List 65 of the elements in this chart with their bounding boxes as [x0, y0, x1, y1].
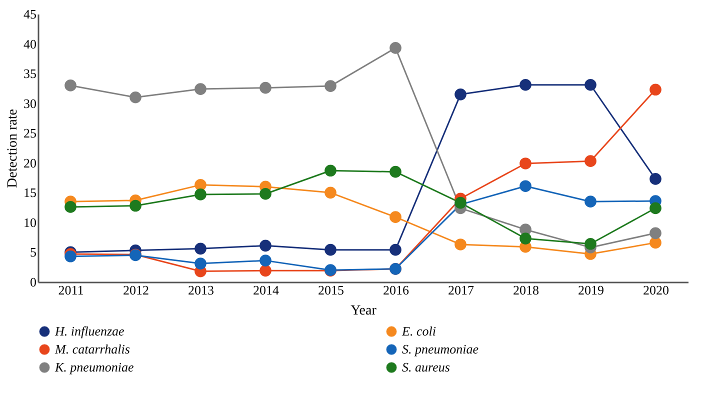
legend-label: M. catarrhalis	[54, 342, 130, 356]
x-axis-title: Year	[350, 304, 377, 318]
y-tick-label: 40	[24, 36, 36, 52]
point	[194, 242, 206, 255]
x-tick-label: 2019	[578, 282, 604, 298]
legend-label: K. pneumoniae	[54, 360, 134, 374]
point	[650, 84, 662, 96]
point	[130, 91, 142, 104]
y-tick-label: 25	[24, 126, 36, 141]
point	[390, 166, 402, 178]
x-tick-label: 2015	[318, 282, 344, 298]
x-tick-label: 2011	[58, 282, 84, 298]
x-tick-label: 2013	[188, 282, 214, 298]
y-tick-label: 10	[24, 214, 36, 230]
point	[324, 244, 336, 256]
point	[194, 258, 206, 270]
x-tick-label: 2014	[253, 282, 280, 298]
x-tick-label: 2016	[383, 282, 410, 298]
point	[324, 80, 336, 92]
point	[390, 42, 402, 54]
y-tick-label: 30	[24, 96, 36, 111]
point	[584, 238, 596, 250]
point	[584, 78, 596, 91]
x-tick-label: 2012	[123, 282, 149, 298]
legend-label: S. aureus	[402, 360, 450, 374]
point	[650, 173, 662, 185]
point	[260, 188, 272, 200]
point	[520, 78, 532, 91]
y-axis-title: Detection rate	[6, 109, 20, 188]
point	[390, 211, 402, 223]
y-tick-label: 45	[24, 6, 36, 22]
point	[260, 264, 272, 277]
point	[260, 254, 272, 266]
point	[260, 240, 272, 252]
y-tick-label: 15	[24, 185, 36, 200]
legend-label: E. coli	[401, 324, 436, 339]
point	[584, 196, 596, 208]
point	[324, 186, 336, 199]
point	[130, 200, 142, 212]
point	[194, 188, 206, 200]
point	[520, 180, 532, 192]
point	[650, 202, 662, 214]
x-tick-label: 2018	[513, 282, 539, 298]
point	[520, 232, 532, 244]
point	[390, 244, 402, 256]
point	[520, 158, 532, 170]
point	[324, 164, 336, 177]
point	[454, 238, 466, 250]
y-tick-label: 35	[24, 66, 36, 82]
point	[64, 201, 76, 213]
point	[584, 155, 596, 168]
x-tick-label: 2020	[643, 282, 669, 298]
y-tick-label: 5	[30, 244, 36, 260]
x-tick-label: 2017	[448, 282, 474, 298]
point	[650, 236, 662, 249]
y-tick-label: 0	[30, 274, 36, 290]
point	[194, 83, 206, 95]
y-tick-label: 20	[24, 155, 36, 170]
point	[260, 82, 272, 94]
point	[454, 88, 466, 100]
legend-label: H. influenzae	[54, 324, 125, 339]
point	[64, 80, 76, 92]
point	[64, 250, 76, 262]
legend-label: S. pneumoniae	[402, 342, 479, 356]
point	[650, 227, 662, 240]
